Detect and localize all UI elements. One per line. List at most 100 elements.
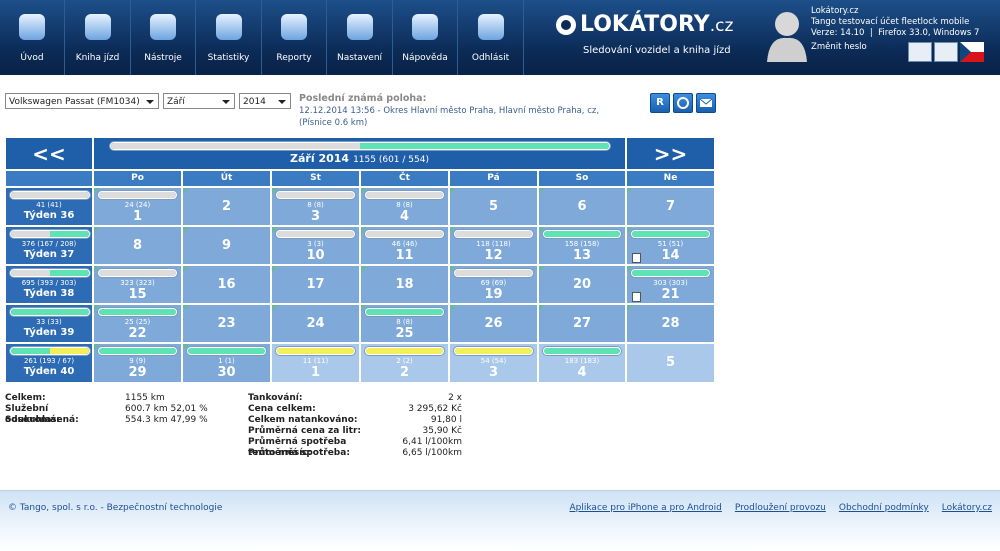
day-cell[interactable]: 46 (46) 11 <box>360 226 449 265</box>
day-cell[interactable]: 8 (8) 3 <box>271 187 360 226</box>
day-cell[interactable]: 69 (69) 19 <box>449 265 538 304</box>
weekday-label: Út <box>220 173 233 183</box>
day-cell[interactable]: 20 <box>538 265 626 304</box>
summary-left: Celkem: 1155 km Služební odsouhlasená: 600.… <box>5 393 235 426</box>
refresh-button[interactable] <box>673 93 693 113</box>
nav-item[interactable]: Nastavení <box>328 0 393 75</box>
bar-segment <box>50 270 89 276</box>
day-number: 25 <box>395 326 414 341</box>
fuel-icon <box>632 292 641 302</box>
day-cell[interactable]: 11 (11) 1 <box>271 343 360 383</box>
day-cell[interactable]: 303 (303) 21 <box>626 265 715 304</box>
progress-bar <box>276 230 355 238</box>
week-cell[interactable]: 41 (41) Týden 36 <box>5 187 93 226</box>
corner-marker <box>94 266 100 272</box>
corner-marker <box>94 188 100 194</box>
language-flag[interactable] <box>960 42 984 62</box>
day-cell[interactable]: 9 (9) 29 <box>93 343 182 383</box>
nav-item[interactable]: Nástroje <box>131 0 196 75</box>
icon-button[interactable] <box>908 42 932 62</box>
corner-marker <box>450 227 456 233</box>
footer-link[interactable]: Prodloužení provozu <box>734 503 826 513</box>
icon-button[interactable] <box>934 42 958 62</box>
week-cell[interactable]: 376 (167 / 208) Týden 37 <box>5 226 93 265</box>
bar-segment <box>277 192 354 198</box>
nav-label: Nápověda <box>402 53 448 63</box>
day-cell[interactable]: 8 <box>93 226 182 265</box>
day-cell[interactable]: 3 (3) 10 <box>271 226 360 265</box>
day-km: 46 (46) <box>391 240 418 248</box>
bar-segment <box>360 143 609 149</box>
day-cell[interactable]: 6 <box>538 187 626 226</box>
footer-link[interactable]: Lokátory.cz <box>941 503 992 513</box>
day-cell[interactable]: 323 (323) 15 <box>93 265 182 304</box>
day-cell[interactable]: 5 <box>626 343 715 383</box>
day-cell[interactable]: 17 <box>271 265 360 304</box>
weekday-header: Pá <box>449 170 538 187</box>
day-cell[interactable]: 118 (118) 12 <box>449 226 538 265</box>
summary-value: 6,41 l/100km <box>402 437 462 447</box>
day-cell[interactable]: 25 (25) 22 <box>93 304 182 343</box>
day-cell[interactable]: 5 <box>449 187 538 226</box>
day-cell[interactable]: 24 <box>271 304 360 343</box>
mail-button[interactable] <box>696 93 716 113</box>
day-cell[interactable]: 8 (8) 25 <box>360 304 449 343</box>
day-cell[interactable]: 16 <box>182 265 271 304</box>
bar-segment <box>366 231 443 237</box>
progress-bar <box>10 191 90 199</box>
footer: © Tango, spol. s r.o. - Bezpečnostní tec… <box>0 490 1000 551</box>
nav-item[interactable]: Reporty <box>262 0 327 75</box>
nav-item[interactable]: Úvod <box>0 0 65 75</box>
next-month[interactable]: >> <box>626 137 715 170</box>
day-number: 16 <box>217 277 236 292</box>
day-cell[interactable]: 2 (2) 2 <box>360 343 449 383</box>
avatar <box>767 12 807 62</box>
month-select[interactable]: Září <box>163 93 235 109</box>
bar-segment <box>11 348 50 354</box>
day-km: 9 (9) <box>129 357 146 365</box>
nav-item[interactable]: Nápověda <box>393 0 458 75</box>
nav-item[interactable]: Kniha jízd <box>66 0 131 75</box>
day-number: 24 <box>306 316 325 331</box>
nav-item[interactable]: Statistiky <box>197 0 262 75</box>
day-cell[interactable]: 27 <box>538 304 626 343</box>
day-cell[interactable]: 24 (24) 1 <box>93 187 182 226</box>
day-cell[interactable]: 9 <box>182 226 271 265</box>
bar-segment <box>188 348 265 354</box>
year-select[interactable]: 2014 <box>239 93 291 109</box>
prev-month[interactable]: << <box>5 137 93 170</box>
day-cell[interactable]: 7 <box>626 187 715 226</box>
day-km: 24 (24) <box>124 201 151 209</box>
corner-marker <box>183 227 189 233</box>
week-cell[interactable]: 33 (33) Týden 39 <box>5 304 93 343</box>
summary-label: Celkem natankováno: <box>248 415 358 425</box>
day-cell[interactable]: 28 <box>626 304 715 343</box>
day-cell[interactable]: 2 <box>182 187 271 226</box>
corner-marker <box>539 188 545 194</box>
vehicle-select[interactable]: Volkswagen Passat (FM1034) <box>5 93 159 109</box>
day-cell[interactable]: 1 (1) 30 <box>182 343 271 383</box>
day-cell[interactable]: 26 <box>449 304 538 343</box>
day-cell[interactable]: 51 (51) 14 <box>626 226 715 265</box>
day-number: 17 <box>306 277 325 292</box>
week-km: 41 (41) <box>36 201 62 209</box>
weekday-label: St <box>310 173 321 183</box>
report-button[interactable]: R <box>650 93 670 113</box>
day-number: 7 <box>665 199 676 214</box>
corner-marker <box>272 305 278 311</box>
week-cell[interactable]: 695 (393 / 303) Týden 38 <box>5 265 93 304</box>
day-cell[interactable]: 8 (8) 4 <box>360 187 449 226</box>
footer-link[interactable]: Aplikace pro iPhone a pro Android <box>569 503 722 513</box>
change-password[interactable]: Změnit heslo <box>811 42 867 52</box>
day-cell[interactable]: 183 (183) 4 <box>538 343 626 383</box>
day-cell[interactable]: 54 (54) 3 <box>449 343 538 383</box>
day-cell[interactable]: 23 <box>182 304 271 343</box>
day-cell[interactable]: 18 <box>360 265 449 304</box>
corner-marker <box>627 266 633 272</box>
day-cell[interactable]: 158 (158) 13 <box>538 226 626 265</box>
day-number: 9 <box>221 238 232 253</box>
user-company: Lokátory.cz <box>811 6 859 16</box>
footer-link[interactable]: Obchodní podmínky <box>838 503 929 513</box>
nav-item[interactable]: Odhlásit <box>459 0 524 75</box>
week-cell[interactable]: 261 (193 / 67) Týden 40 <box>5 343 93 383</box>
